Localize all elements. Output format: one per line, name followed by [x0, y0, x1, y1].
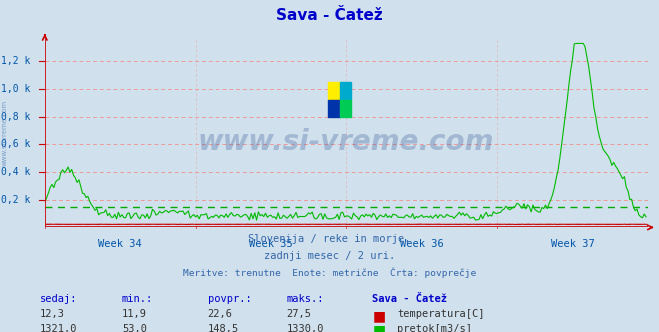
Text: 0,6 k: 0,6 k — [1, 139, 30, 149]
Text: 0,8 k: 0,8 k — [1, 112, 30, 122]
Text: www.si-vreme.com: www.si-vreme.com — [198, 127, 494, 155]
Text: Week 37: Week 37 — [550, 239, 594, 249]
Text: Sava - Čatež: Sava - Čatež — [276, 8, 383, 23]
Text: 11,9: 11,9 — [122, 309, 147, 319]
Text: www.si-vreme.com: www.si-vreme.com — [1, 100, 8, 166]
Text: 1321,0: 1321,0 — [40, 324, 77, 332]
Text: Week 36: Week 36 — [400, 239, 444, 249]
Text: 0,4 k: 0,4 k — [1, 167, 30, 177]
Text: 12,3: 12,3 — [40, 309, 65, 319]
Text: ■: ■ — [372, 324, 386, 332]
Text: 0,2 k: 0,2 k — [1, 195, 30, 205]
Text: temperatura[C]: temperatura[C] — [397, 309, 485, 319]
Text: 53,0: 53,0 — [122, 324, 147, 332]
Text: 22,6: 22,6 — [208, 309, 233, 319]
Text: maks.:: maks.: — [287, 294, 324, 304]
Text: 1330,0: 1330,0 — [287, 324, 324, 332]
Bar — [328, 82, 339, 100]
Text: Meritve: trenutne  Enote: metrične  Črta: povprečje: Meritve: trenutne Enote: metrične Črta: … — [183, 267, 476, 278]
Text: Slovenija / reke in morje.: Slovenija / reke in morje. — [248, 234, 411, 244]
Text: povpr.:: povpr.: — [208, 294, 251, 304]
Text: sedaj:: sedaj: — [40, 294, 77, 304]
Bar — [339, 100, 351, 117]
Text: ■: ■ — [372, 309, 386, 323]
Text: 1,2 k: 1,2 k — [1, 56, 30, 66]
Bar — [339, 82, 351, 100]
Text: Sava - Čatež: Sava - Čatež — [372, 294, 447, 304]
Text: pretok[m3/s]: pretok[m3/s] — [397, 324, 473, 332]
Text: 27,5: 27,5 — [287, 309, 312, 319]
Text: 1,0 k: 1,0 k — [1, 84, 30, 94]
Text: Week 35: Week 35 — [249, 239, 293, 249]
Text: min.:: min.: — [122, 294, 153, 304]
Text: Week 34: Week 34 — [98, 239, 142, 249]
Bar — [328, 100, 339, 117]
Text: 148,5: 148,5 — [208, 324, 239, 332]
Text: zadnji mesec / 2 uri.: zadnji mesec / 2 uri. — [264, 251, 395, 261]
